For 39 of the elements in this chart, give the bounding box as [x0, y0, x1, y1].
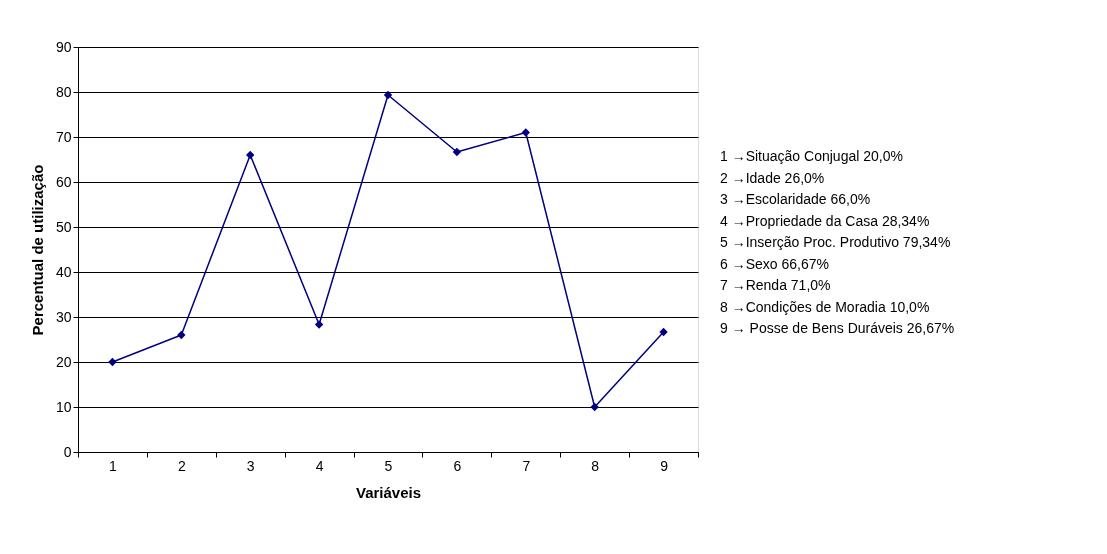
y-tick-label: 90 [55, 38, 72, 55]
y-tick-label: 60 [55, 173, 72, 190]
point [659, 327, 668, 337]
y-tick-label: 80 [55, 83, 72, 100]
point [521, 128, 530, 137]
x-tick-label: 7 [522, 457, 531, 474]
point [590, 402, 599, 412]
point [383, 90, 393, 100]
y-tick-label: 40 [55, 263, 72, 280]
y-tick-label: 10 [55, 398, 72, 415]
point [108, 357, 117, 367]
text: 2 →Idade 26,0% [720, 169, 825, 186]
y-axis-title: Percentual de utilização [28, 164, 46, 336]
y-tick-label: 0 [63, 443, 72, 460]
y-tick-label: 70 [55, 128, 72, 145]
x-tick-label: 8 [591, 457, 600, 474]
text: 1 →Situação Conjugal 20,0% [720, 148, 903, 164]
text: 4 →Propriedade da Casa 28,34% [720, 212, 930, 229]
y-tick-label: 30 [55, 308, 72, 325]
x-tick-label: 9 [660, 457, 669, 474]
x-tick-label: 2 [177, 457, 186, 474]
text: 5 →Inserção Proc. Produtivo 79,34% [720, 234, 951, 250]
x-tick-label: 3 [246, 457, 255, 474]
x-axis-title: Variáveis [355, 483, 422, 501]
point [177, 330, 186, 340]
text: 7 →Renda 71,0% [720, 277, 831, 293]
y-tick-label: 50 [55, 218, 72, 235]
point [314, 320, 324, 329]
point [246, 150, 255, 160]
x-tick-label: 4 [315, 457, 324, 474]
text: 8 →Condições de Moradia 10,0% [720, 298, 930, 315]
point [452, 147, 462, 157]
text: 9 → Posse de Bens Duráveis 26,67% [720, 320, 955, 336]
x-tick-label: 6 [453, 457, 462, 474]
x-tick-label: 1 [109, 457, 118, 474]
x-tick-label: 5 [384, 457, 393, 474]
text: 6 →Sexo 66,67% [720, 255, 829, 272]
y-tick-label: 20 [55, 353, 72, 370]
text: 3 →Escolaridade 66,0% [720, 191, 871, 207]
